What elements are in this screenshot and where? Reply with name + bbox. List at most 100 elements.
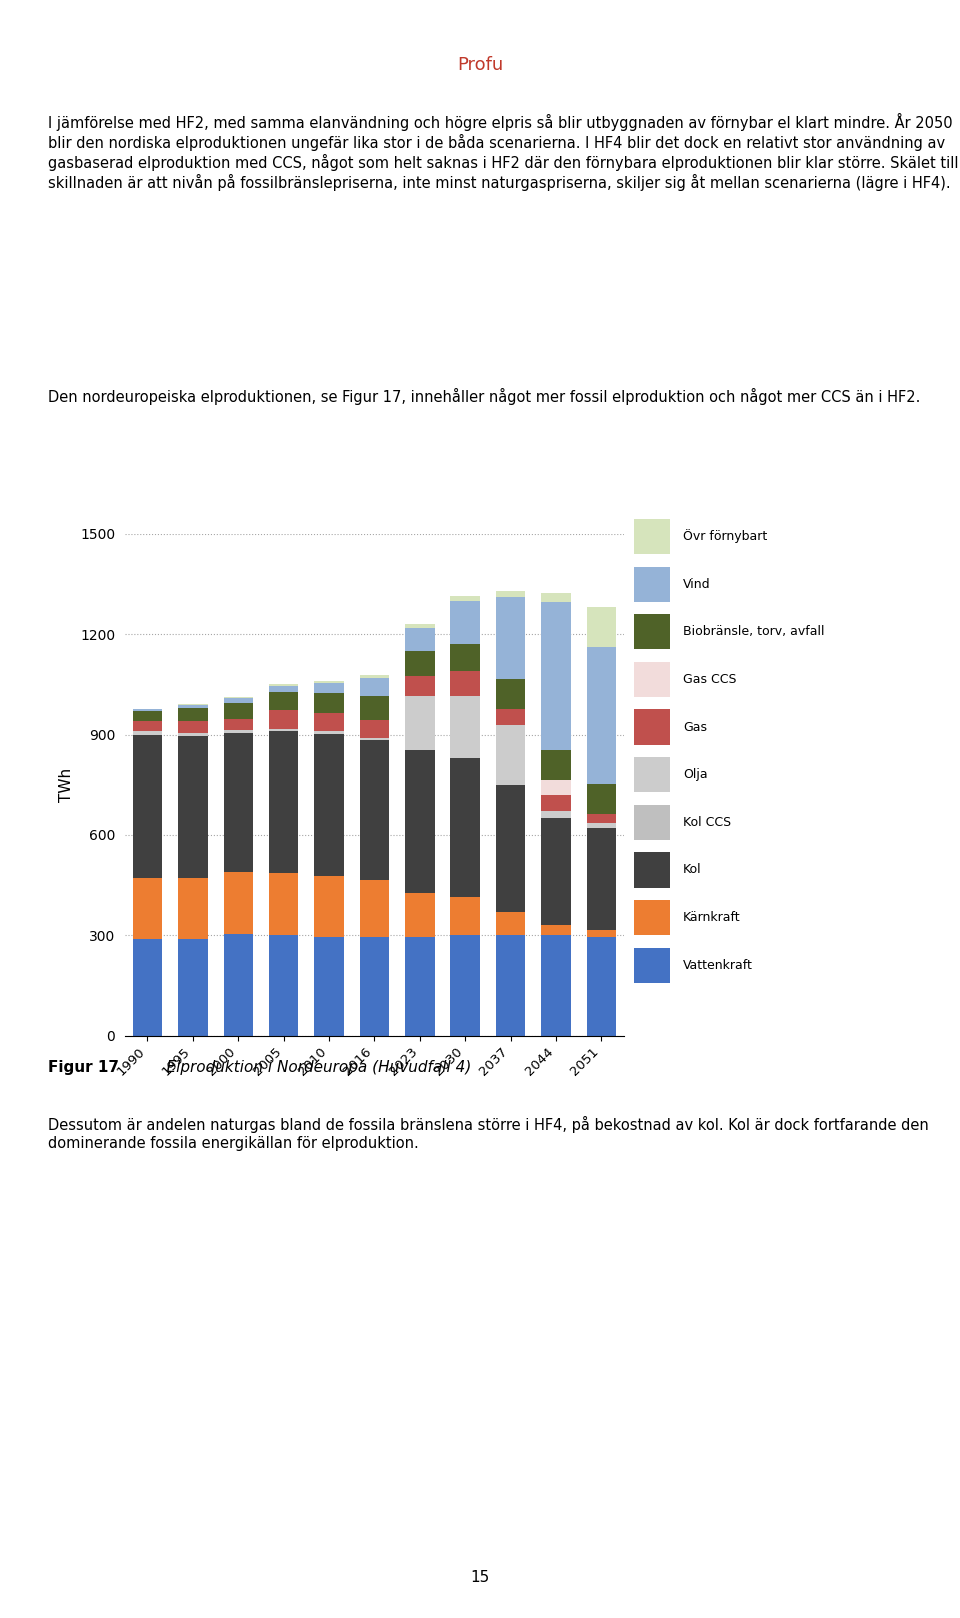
Text: Vind: Vind (683, 578, 710, 591)
FancyBboxPatch shape (634, 853, 670, 888)
Bar (450, 896, 480, 935)
Bar (541, 602, 570, 749)
Bar (132, 735, 162, 879)
Bar (314, 714, 344, 731)
Bar (587, 607, 616, 647)
Bar (314, 937, 344, 1036)
FancyBboxPatch shape (634, 948, 670, 982)
Bar (541, 780, 570, 794)
Bar (269, 686, 299, 693)
Text: Elproduktion i Nordeuropa (Huvudfall 4): Elproduktion i Nordeuropa (Huvudfall 4) (148, 1060, 471, 1076)
Bar (541, 594, 570, 602)
Bar (224, 730, 253, 733)
Bar (269, 935, 299, 1036)
Bar (179, 938, 207, 1036)
Text: Den nordeuropeiska elproduktionen, se Figur 17, innehåller något mer fossil elpr: Den nordeuropeiska elproduktionen, se Fi… (48, 388, 921, 406)
Bar (360, 675, 389, 678)
Text: Vattenkraft: Vattenkraft (683, 959, 753, 972)
Bar (224, 718, 253, 730)
Bar (132, 712, 162, 722)
Bar (360, 678, 389, 696)
Bar (587, 785, 616, 814)
Bar (541, 925, 570, 935)
Bar (495, 597, 525, 680)
Bar (360, 880, 389, 937)
Bar (179, 736, 207, 879)
Bar (224, 699, 253, 704)
Bar (405, 893, 435, 937)
FancyBboxPatch shape (634, 566, 670, 602)
FancyBboxPatch shape (634, 804, 670, 840)
Bar (224, 733, 253, 872)
Bar (405, 676, 435, 696)
Bar (314, 681, 344, 683)
Bar (132, 879, 162, 938)
Bar (360, 720, 389, 738)
Bar (132, 938, 162, 1036)
FancyBboxPatch shape (634, 662, 670, 697)
Text: I jämförelse med HF2, med samma elanvändning och högre elpris så blir utbyggnade: I jämförelse med HF2, med samma elanvänd… (48, 113, 958, 191)
Bar (495, 710, 525, 725)
FancyBboxPatch shape (634, 519, 670, 553)
Bar (587, 824, 616, 828)
Bar (587, 814, 616, 824)
Bar (269, 874, 299, 935)
Bar (450, 935, 480, 1036)
Bar (495, 725, 525, 785)
Bar (541, 794, 570, 812)
Bar (405, 650, 435, 676)
Text: Kärnkraft: Kärnkraft (683, 911, 740, 924)
Bar (179, 709, 207, 722)
FancyBboxPatch shape (634, 615, 670, 649)
Text: Gas: Gas (683, 720, 707, 733)
Text: 15: 15 (470, 1569, 490, 1586)
Bar (450, 696, 480, 757)
Bar (179, 705, 207, 709)
Bar (269, 693, 299, 710)
Bar (224, 704, 253, 718)
Bar (495, 591, 525, 597)
Bar (132, 710, 162, 712)
Bar (179, 722, 207, 733)
Text: Kol: Kol (683, 864, 702, 877)
FancyBboxPatch shape (634, 900, 670, 935)
Bar (587, 647, 616, 785)
Text: Profu: Profu (457, 55, 503, 74)
Bar (314, 693, 344, 714)
Y-axis label: TWh: TWh (60, 767, 74, 803)
Bar (541, 819, 570, 925)
Bar (405, 937, 435, 1036)
Bar (269, 728, 299, 731)
Bar (495, 913, 525, 935)
Bar (360, 937, 389, 1036)
Bar (360, 738, 389, 739)
Bar (587, 930, 616, 937)
Bar (541, 935, 570, 1036)
FancyBboxPatch shape (634, 757, 670, 793)
Bar (495, 785, 525, 913)
Bar (495, 935, 525, 1036)
Bar (541, 749, 570, 780)
Bar (314, 875, 344, 937)
Bar (541, 812, 570, 819)
Bar (405, 696, 435, 749)
Text: Övr förnybart: Övr förnybart (683, 529, 767, 544)
Bar (314, 683, 344, 693)
Bar (450, 595, 480, 600)
Bar (450, 600, 480, 644)
Text: Kol CCS: Kol CCS (683, 815, 731, 828)
Bar (587, 828, 616, 930)
Bar (179, 879, 207, 938)
Text: Biobränsle, torv, avfall: Biobränsle, torv, avfall (683, 625, 825, 637)
Bar (224, 934, 253, 1036)
Bar (405, 628, 435, 650)
Bar (450, 757, 480, 896)
Bar (179, 733, 207, 736)
Bar (314, 731, 344, 733)
Bar (132, 722, 162, 731)
Bar (269, 731, 299, 874)
Bar (360, 696, 389, 720)
Text: Dessutom är andelen naturgas bland de fossila bränslena större i HF4, på bekostn: Dessutom är andelen naturgas bland de fo… (48, 1116, 928, 1150)
Bar (405, 625, 435, 628)
Bar (269, 684, 299, 686)
